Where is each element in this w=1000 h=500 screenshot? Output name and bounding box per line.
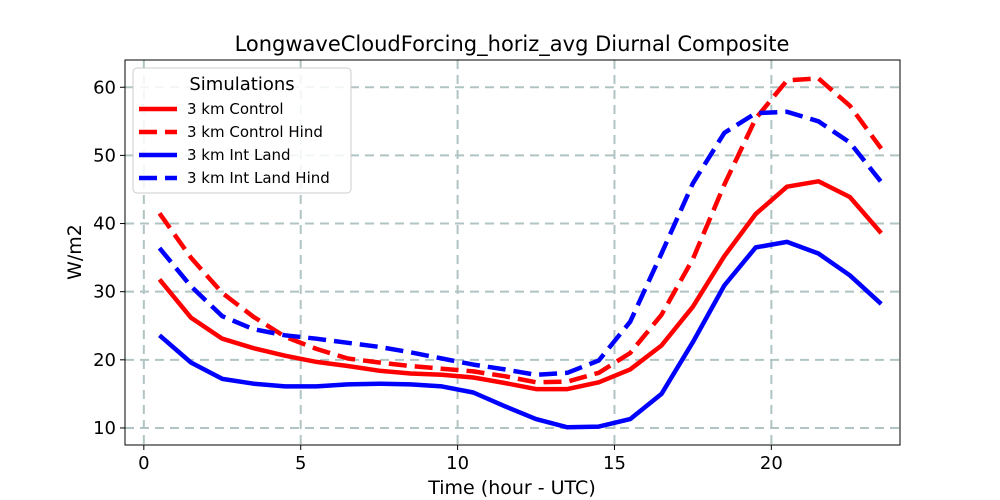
- series-layer: [157, 76, 884, 430]
- series-line-4: [157, 109, 883, 378]
- series-line-3: [158, 239, 883, 430]
- legend-label: 3 km Int Land Hind: [187, 169, 330, 187]
- y-axis-label: W/m2: [64, 224, 86, 280]
- x-tick-label: 20: [760, 453, 783, 474]
- y-tick-label: 60: [93, 77, 116, 98]
- y-tick-label: 30: [93, 282, 116, 303]
- legend-label: 3 km Int Land: [187, 146, 291, 164]
- legend-box: [132, 67, 352, 194]
- series-line-1: [157, 179, 883, 392]
- plot-frame: [124, 59, 901, 446]
- legend-label: 3 km Control Hind: [187, 123, 323, 141]
- y-tick-label: 10: [93, 418, 116, 439]
- x-tick-label: 5: [295, 453, 306, 474]
- legend: Simulations 3 km Control 3 km Control Hin…: [132, 67, 352, 194]
- legend-entries: 3 km Control 3 km Control Hind 3 km Int La…: [139, 100, 330, 187]
- y-tick-label: 50: [93, 145, 116, 166]
- y-tick-label: 20: [93, 350, 116, 371]
- x-tick-label: 10: [446, 453, 469, 474]
- chart-title: LongwaveCloudForcing_horiz_avg Diurnal C…: [235, 32, 790, 57]
- x-tick-label: 15: [603, 453, 626, 474]
- x-axis-label: Time (hour - UTC): [427, 477, 595, 499]
- ticks: 0 5 10 15 20 10 20 30 40 50 60: [93, 77, 783, 474]
- legend-label: 3 km Control: [187, 100, 284, 118]
- x-tick-label: 0: [138, 453, 149, 474]
- legend-title: Simulations: [189, 74, 294, 95]
- y-tick-label: 40: [93, 214, 116, 235]
